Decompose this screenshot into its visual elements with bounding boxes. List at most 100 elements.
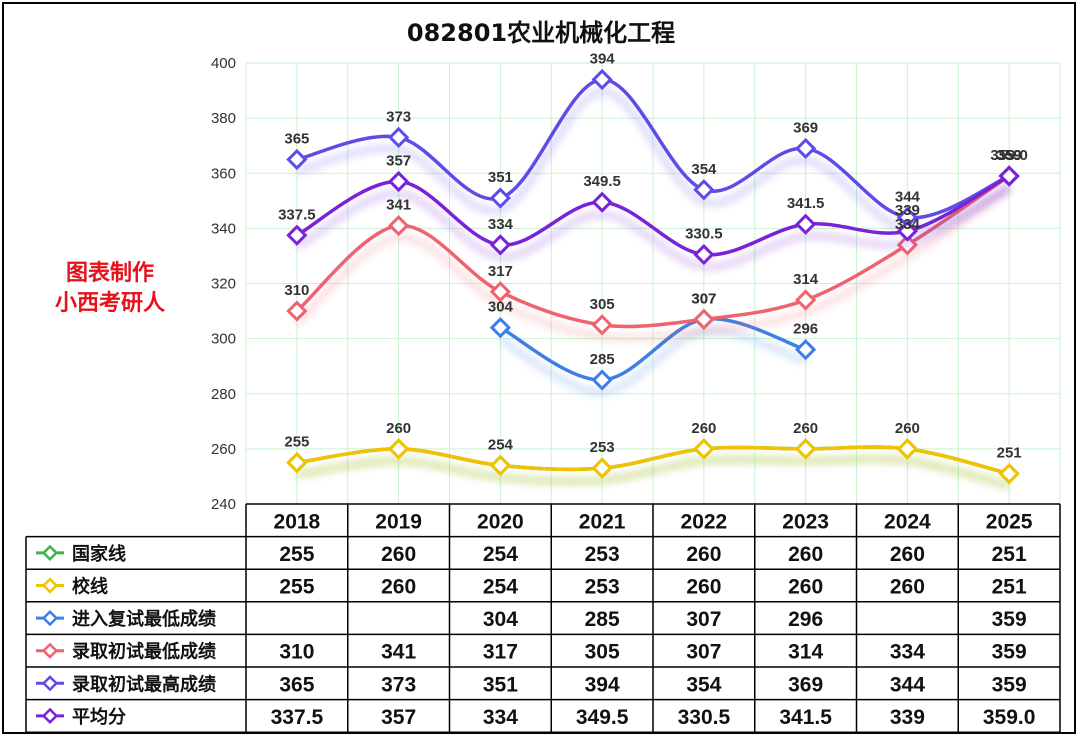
data-label: 260 bbox=[691, 420, 716, 437]
x-tick-label: 2021 bbox=[579, 510, 626, 533]
table-cell: 253 bbox=[585, 576, 620, 599]
table-cell: 253 bbox=[585, 543, 620, 566]
legend-entry: 录取初试最高成绩 bbox=[72, 673, 216, 695]
table-cell: 260 bbox=[686, 543, 721, 566]
table-cell: 260 bbox=[890, 543, 925, 566]
data-point-marker bbox=[388, 126, 410, 149]
table-cell: 394 bbox=[585, 673, 620, 696]
table-cell: 260 bbox=[686, 576, 721, 599]
data-point-marker bbox=[998, 165, 1020, 187]
legend-marker bbox=[41, 707, 59, 725]
table-cell: 341.5 bbox=[779, 706, 832, 729]
data-label: 339 bbox=[895, 202, 920, 219]
data-point-marker bbox=[998, 463, 1020, 485]
table-cell: 369 bbox=[788, 673, 823, 696]
x-tick-label: 2023 bbox=[782, 510, 829, 533]
table-cell: 260 bbox=[381, 576, 416, 599]
data-label: 344 bbox=[895, 188, 921, 205]
y-tick-label: 240 bbox=[211, 496, 236, 513]
data-label: 260 bbox=[386, 420, 411, 437]
y-tick-label: 260 bbox=[211, 441, 236, 458]
data-point-marker bbox=[489, 281, 511, 303]
data-point-marker bbox=[591, 191, 613, 213]
data-point-marker bbox=[489, 454, 511, 477]
table-cell: 305 bbox=[585, 641, 620, 664]
table-cell: 334 bbox=[483, 706, 518, 729]
data-label: 314 bbox=[793, 271, 819, 288]
series-line bbox=[498, 317, 808, 382]
legend-marker bbox=[41, 675, 59, 692]
data-point-marker bbox=[693, 308, 715, 330]
data-label: 334 bbox=[488, 216, 514, 233]
y-tick-label: 360 bbox=[211, 165, 236, 182]
table-cell: 260 bbox=[890, 576, 925, 599]
data-point-marker bbox=[795, 137, 817, 160]
data-point-marker bbox=[591, 457, 613, 479]
table-cell: 359 bbox=[992, 641, 1027, 664]
data-label: 369 bbox=[793, 119, 818, 136]
table-cell: 255 bbox=[279, 576, 314, 599]
y-tick-label: 380 bbox=[211, 110, 236, 127]
data-table: 2018 2019 2020 2021 2022 2023 2024 2025 国家线 255 26… bbox=[25, 503, 1061, 733]
data-label: 373 bbox=[386, 108, 411, 125]
table-cell: 260 bbox=[788, 543, 823, 566]
table-cell: 357 bbox=[381, 706, 416, 729]
table-cell: 304 bbox=[483, 608, 518, 631]
table-cell: 359 bbox=[992, 673, 1027, 696]
data-label: 349.5 bbox=[583, 173, 621, 190]
table-cell: 341 bbox=[381, 641, 416, 664]
table-cell: 337.5 bbox=[271, 706, 324, 729]
y-axis-ticks: 240 260 280 300 320 340 360 380 400 bbox=[211, 55, 236, 513]
legend-entry: 录取初试最低成绩 bbox=[72, 641, 216, 663]
table-cell: 260 bbox=[381, 543, 416, 566]
table-cell: 255 bbox=[279, 543, 314, 566]
data-point-marker bbox=[286, 224, 308, 246]
series-shadow bbox=[295, 184, 1011, 271]
table-cell: 254 bbox=[483, 576, 518, 599]
data-label: 307 bbox=[691, 290, 716, 307]
x-tick-label: 2020 bbox=[477, 510, 524, 533]
table-cell: 251 bbox=[992, 576, 1027, 599]
data-label: 354 bbox=[691, 161, 717, 178]
data-label: 359 bbox=[997, 147, 1022, 164]
watermark-line-1: 图表制作 bbox=[66, 261, 154, 286]
data-point-marker bbox=[795, 289, 817, 311]
data-point-marker bbox=[795, 438, 817, 460]
y-tick-label: 320 bbox=[211, 276, 236, 293]
table-cell: 359.0 bbox=[983, 706, 1036, 729]
data-label: 330.5 bbox=[685, 226, 723, 243]
data-label: 341 bbox=[386, 197, 411, 214]
series-shadow bbox=[296, 455, 1010, 490]
data-label: 260 bbox=[895, 420, 920, 437]
table-cell: 317 bbox=[483, 641, 518, 664]
x-tick-label: 2022 bbox=[681, 510, 728, 533]
data-label: 317 bbox=[488, 263, 513, 280]
data-label: 260 bbox=[793, 420, 818, 437]
legend-entry: 国家线 bbox=[72, 543, 126, 565]
legend-marker bbox=[41, 544, 59, 562]
table-cell: 285 bbox=[585, 608, 620, 631]
data-point-marker bbox=[693, 438, 715, 460]
line-chart: 082801农业机械化工程 图表制作 小西考研人 240 260 280 300 320… bbox=[25, 19, 1061, 733]
table-cell: 260 bbox=[788, 576, 823, 599]
data-label: 365 bbox=[284, 130, 309, 147]
data-label: 253 bbox=[590, 439, 615, 456]
y-tick-label: 340 bbox=[211, 220, 236, 237]
x-tick-label: 2018 bbox=[274, 510, 321, 533]
legend-marker bbox=[41, 642, 59, 659]
y-tick-label: 300 bbox=[211, 331, 236, 348]
data-point-marker bbox=[489, 187, 511, 209]
data-label: 305 bbox=[590, 296, 615, 313]
table-cell: 310 bbox=[279, 641, 314, 664]
x-tick-label: 2019 bbox=[375, 510, 422, 533]
data-point-marker bbox=[591, 68, 613, 91]
data-point-marker bbox=[795, 213, 817, 235]
chart-title: 082801农业机械化工程 bbox=[407, 19, 675, 47]
series-shadow bbox=[295, 88, 1011, 234]
data-point-marker bbox=[591, 369, 613, 391]
y-tick-label: 280 bbox=[211, 386, 236, 403]
table-cell: 365 bbox=[279, 673, 314, 696]
series-lines bbox=[286, 68, 1020, 490]
